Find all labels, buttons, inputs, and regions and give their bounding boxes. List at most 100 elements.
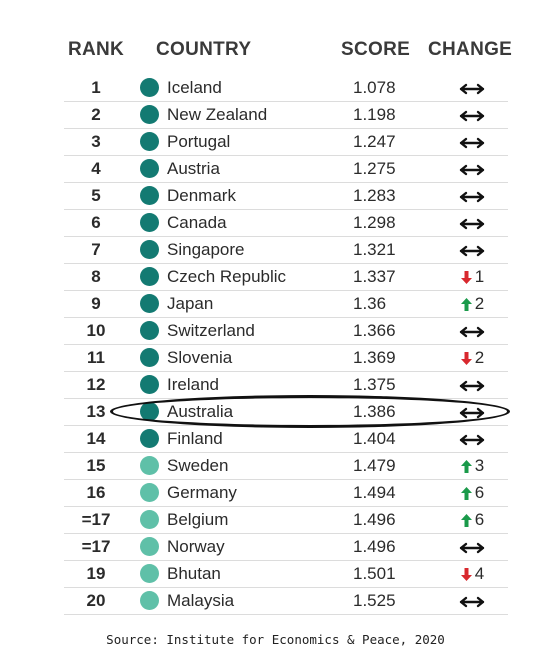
rank-cell: 12	[86, 375, 106, 394]
country-cell: Austria	[167, 159, 220, 178]
score-cell: 1.247	[353, 132, 396, 151]
no-change-icon	[459, 245, 485, 256]
score-cell: 1.525	[353, 591, 396, 610]
country-cell: Germany	[167, 483, 237, 502]
no-change-icon	[459, 380, 485, 391]
change-cell: 6	[442, 479, 502, 506]
country-dot	[140, 483, 159, 502]
country-dot	[140, 240, 159, 259]
rank-cell: 19	[86, 564, 106, 583]
change-cell	[442, 371, 502, 398]
table-row: 4 Austria 1.275	[64, 155, 508, 183]
country-cell: Japan	[167, 294, 214, 313]
change-value: 1	[474, 267, 485, 286]
country-dot	[140, 591, 159, 610]
country-dot	[140, 294, 159, 313]
country-cell: Ireland	[167, 375, 219, 394]
change-cell: 4	[442, 560, 502, 587]
rank-cell: 2	[91, 105, 101, 124]
score-cell: 1.198	[353, 105, 396, 124]
table-row: =17 Norway 1.496	[64, 533, 508, 561]
rank-cell: 4	[91, 159, 101, 178]
rank-cell: 7	[91, 240, 101, 259]
rank-cell: =17	[81, 510, 111, 529]
table-row: 3 Portugal 1.247	[64, 128, 508, 156]
score-cell: 1.275	[353, 159, 396, 178]
table-row: 7 Singapore 1.321	[64, 236, 508, 264]
rank-cell: 13	[86, 402, 106, 421]
score-cell: 1.479	[353, 456, 396, 475]
no-change-icon	[459, 218, 485, 229]
no-change-icon	[459, 83, 485, 94]
country-dot	[140, 132, 159, 151]
change-cell: 2	[442, 290, 502, 317]
arrow-up-icon	[460, 460, 472, 474]
table-row: 14 Finland 1.404	[64, 425, 508, 453]
country-cell: Portugal	[167, 132, 231, 151]
score-cell: 1.496	[353, 537, 396, 556]
change-cell	[442, 128, 502, 155]
no-change-icon	[459, 191, 485, 202]
country-cell: Slovenia	[167, 348, 233, 367]
change-cell	[442, 209, 502, 236]
table-row: 2 New Zealand 1.198	[64, 101, 508, 129]
score-cell: 1.337	[353, 267, 396, 286]
country-cell: Sweden	[167, 456, 229, 475]
table-row: 16 Germany 1.494 6	[64, 479, 508, 507]
change-value: 6	[474, 483, 485, 502]
rank-cell: =17	[81, 537, 111, 556]
change-value: 6	[474, 510, 485, 529]
country-dot	[140, 267, 159, 286]
no-change-icon	[459, 434, 485, 445]
table-row: 15 Sweden 1.479 3	[64, 452, 508, 480]
source-note: Source: Institute for Economics & Peace,…	[106, 632, 445, 647]
country-dot	[140, 186, 159, 205]
arrow-up-icon	[460, 298, 472, 312]
rank-cell: 6	[91, 213, 101, 232]
table-row: 19 Bhutan 1.501 4	[64, 560, 508, 588]
country-dot	[140, 78, 159, 97]
country-dot	[140, 537, 159, 556]
change-cell	[442, 101, 502, 128]
country-cell: Czech Republic	[167, 267, 287, 286]
table-row: 11 Slovenia 1.369 2	[64, 344, 508, 372]
no-change-icon	[459, 542, 485, 553]
table-row: 5 Denmark 1.283	[64, 182, 508, 210]
country-dot	[140, 510, 159, 529]
country-dot	[140, 321, 159, 340]
score-cell: 1.369	[353, 348, 396, 367]
country-cell: Iceland	[167, 78, 222, 97]
change-cell	[442, 587, 502, 614]
change-value: 3	[474, 456, 485, 475]
arrow-up-icon	[460, 487, 472, 501]
score-cell: 1.494	[353, 483, 396, 502]
score-cell: 1.501	[353, 564, 396, 583]
score-cell: 1.078	[353, 78, 396, 97]
change-cell: 3	[442, 452, 502, 479]
no-change-icon	[459, 596, 485, 607]
rank-cell: 8	[91, 267, 101, 286]
change-cell	[442, 182, 502, 209]
rank-cell: 14	[86, 429, 106, 448]
score-cell: 1.496	[353, 510, 396, 529]
change-cell	[442, 533, 502, 560]
table-row: 1 Iceland 1.078	[64, 74, 508, 102]
score-cell: 1.404	[353, 429, 396, 448]
country-dot	[140, 429, 159, 448]
country-dot	[140, 159, 159, 178]
table-row: =17 Belgium 1.496 6	[64, 506, 508, 534]
change-cell: 6	[442, 506, 502, 533]
country-dot	[140, 456, 159, 475]
score-header: SCORE	[341, 39, 411, 60]
rank-cell: 1	[91, 78, 101, 97]
no-change-icon	[459, 137, 485, 148]
change-cell	[442, 425, 502, 452]
arrow-down-icon	[460, 271, 472, 285]
score-cell: 1.298	[353, 213, 396, 232]
country-dot	[140, 105, 159, 124]
rank-cell: 5	[91, 186, 101, 205]
change-cell: 2	[442, 344, 502, 371]
rank-cell: 15	[86, 456, 106, 475]
change-value: 2	[474, 348, 485, 367]
arrow-down-icon	[460, 352, 472, 366]
